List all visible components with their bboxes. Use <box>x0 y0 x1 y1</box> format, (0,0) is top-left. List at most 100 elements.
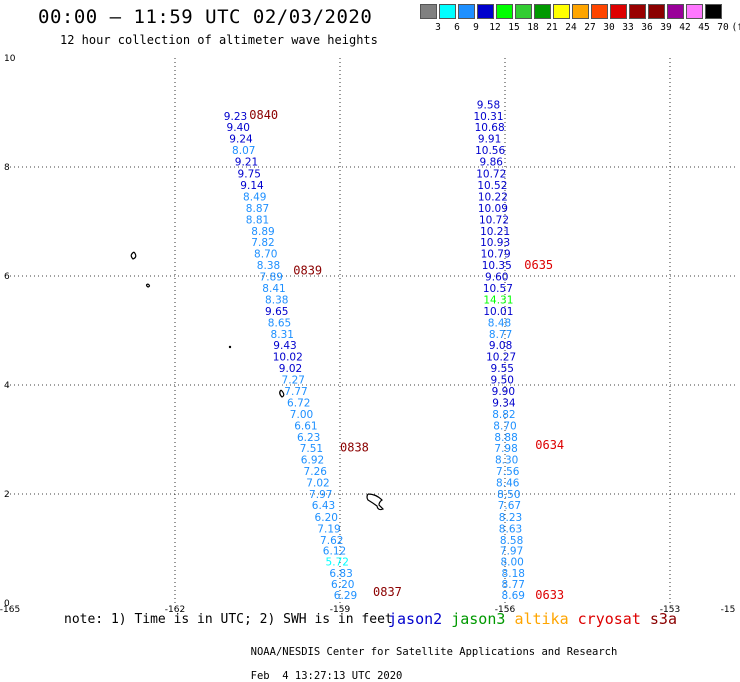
generated-timestamp: Feb 4 13:27:13 UTC 2020 <box>250 670 403 682</box>
swh-value: 6.83 <box>329 568 352 580</box>
swh-value: 9.75 <box>238 169 261 181</box>
swh-value: 10.09 <box>478 203 508 215</box>
swh-value: 9.50 <box>491 375 514 387</box>
swh-value: 7.77 <box>284 386 307 398</box>
colorbar-label: 33 <box>622 22 634 33</box>
swh-value: 7.82 <box>251 237 274 249</box>
swh-value: 7.02 <box>306 478 329 490</box>
swh-value: 9.65 <box>265 306 288 318</box>
swh-value: 8.18 <box>502 568 525 580</box>
colorbar-label: 9 <box>473 22 479 33</box>
swh-value: 8.77 <box>502 579 525 591</box>
track-time-label: 0838 <box>340 441 369 455</box>
colorbar-swatch <box>477 4 494 19</box>
x-tick-label: -165 <box>0 605 20 615</box>
colorbar-swatch <box>629 4 646 19</box>
y-tick-label: 4 <box>4 381 10 391</box>
swh-value: 9.34 <box>492 397 516 409</box>
colorbar-swatch <box>667 4 684 19</box>
swh-value: 9.90 <box>492 386 515 398</box>
swh-value: 7.51 <box>300 443 323 455</box>
colorbar-swatch <box>496 4 513 19</box>
wave-height-map: -165 -162 -159 -156 -153 -1502468106.296.206.… <box>0 54 736 615</box>
y-tick-label: 8 <box>4 163 10 173</box>
colorbar-swatch <box>648 4 665 19</box>
track-time-label: 0837 <box>373 585 402 599</box>
swh-value: 8.87 <box>246 203 269 215</box>
colorbar-label: 12 <box>489 22 501 33</box>
colorbar-label: 18 <box>527 22 539 33</box>
colorbar-label: 30 <box>603 22 615 33</box>
colorbar-swatch <box>515 4 532 19</box>
satellite-cryosat: cryosat <box>577 610 650 628</box>
swh-value: 10.21 <box>480 226 510 238</box>
swh-value: 7.27 <box>282 375 305 387</box>
colorbar-swatch <box>458 4 475 19</box>
swh-value: 6.20 <box>315 512 338 524</box>
satellite-altika: altika <box>514 610 578 628</box>
colorbar-label: 6 <box>454 22 460 33</box>
swh-value: 9.21 <box>235 157 258 169</box>
swh-value: 10.01 <box>483 306 513 318</box>
swh-value: 7.97 <box>500 546 523 558</box>
chart-subtitle: 12 hour collection of altimeter wave hei… <box>60 33 378 47</box>
satellite-s3a: s3a <box>649 610 677 628</box>
swh-value: 10.72 <box>476 169 506 181</box>
swh-value: 7.00 <box>290 409 313 421</box>
swh-value: 8.70 <box>254 249 277 261</box>
colorbar-label: 42 <box>679 22 691 33</box>
swh-value: 10.93 <box>480 237 510 249</box>
swh-value: 8.63 <box>499 523 522 535</box>
swh-value: 8.38 <box>257 260 280 272</box>
swh-value: 8.81 <box>246 214 269 226</box>
swh-value: 8.82 <box>492 409 515 421</box>
track-time-label: 0635 <box>524 258 553 272</box>
swh-value: 7.56 <box>496 466 520 478</box>
swh-value: 8.88 <box>494 432 517 444</box>
swh-value: 9.24 <box>229 134 253 146</box>
colorbar-label: 24 <box>565 22 577 33</box>
swh-value: 8.49 <box>243 191 266 203</box>
swh-value: 8.31 <box>271 329 294 341</box>
swh-value: 9.60 <box>485 272 508 284</box>
colorbar-label: 3 <box>435 22 441 33</box>
colorbar-swatch <box>705 4 722 19</box>
island-outline <box>279 389 285 398</box>
swh-value: 7.62 <box>320 535 343 547</box>
track-time-label: 0839 <box>293 264 322 278</box>
y-tick-label: 10 <box>4 54 16 64</box>
colorbar-swatch <box>686 4 703 19</box>
swh-value: 10.52 <box>477 180 507 192</box>
swh-value: 8.50 <box>497 489 520 501</box>
satellite-jason2: jason2 <box>388 610 452 628</box>
satellite-jason3: jason3 <box>451 610 515 628</box>
swh-value: 8.41 <box>262 283 285 295</box>
swh-value: 6.23 <box>297 432 320 444</box>
swh-value: 6.72 <box>287 397 310 409</box>
colorbar-label: 15 <box>508 22 520 33</box>
y-tick-label: 6 <box>4 272 10 282</box>
swh-value: 6.20 <box>331 579 354 591</box>
swh-value: 9.86 <box>480 157 504 169</box>
island-outline <box>145 283 151 288</box>
swh-value: 6.92 <box>301 455 324 467</box>
colorbar-swatch <box>420 4 437 19</box>
swh-value: 7.97 <box>309 489 332 501</box>
satellite-legend: jason2 jason3 altika cryosat s3a <box>388 610 677 628</box>
colorbar-label: 39 <box>660 22 672 33</box>
swh-value: 9.43 <box>273 340 296 352</box>
swh-value: 7.67 <box>498 500 521 512</box>
x-tick-label: -159 <box>330 605 351 615</box>
swh-value: 9.40 <box>227 122 250 134</box>
swh-value: 7.89 <box>260 272 283 284</box>
colorbar-label: 45 <box>698 22 710 33</box>
colorbar-swatch <box>572 4 589 19</box>
swh-value: 8.58 <box>500 535 523 547</box>
swh-value: 10.68 <box>475 122 505 134</box>
swh-value: 9.14 <box>240 180 264 192</box>
swh-value: 9.08 <box>489 340 512 352</box>
swh-value: 8.48 <box>488 317 511 329</box>
swh-value: 6.61 <box>294 420 317 432</box>
swh-value: 8.30 <box>495 455 518 467</box>
swh-value: 9.23 <box>224 111 247 123</box>
